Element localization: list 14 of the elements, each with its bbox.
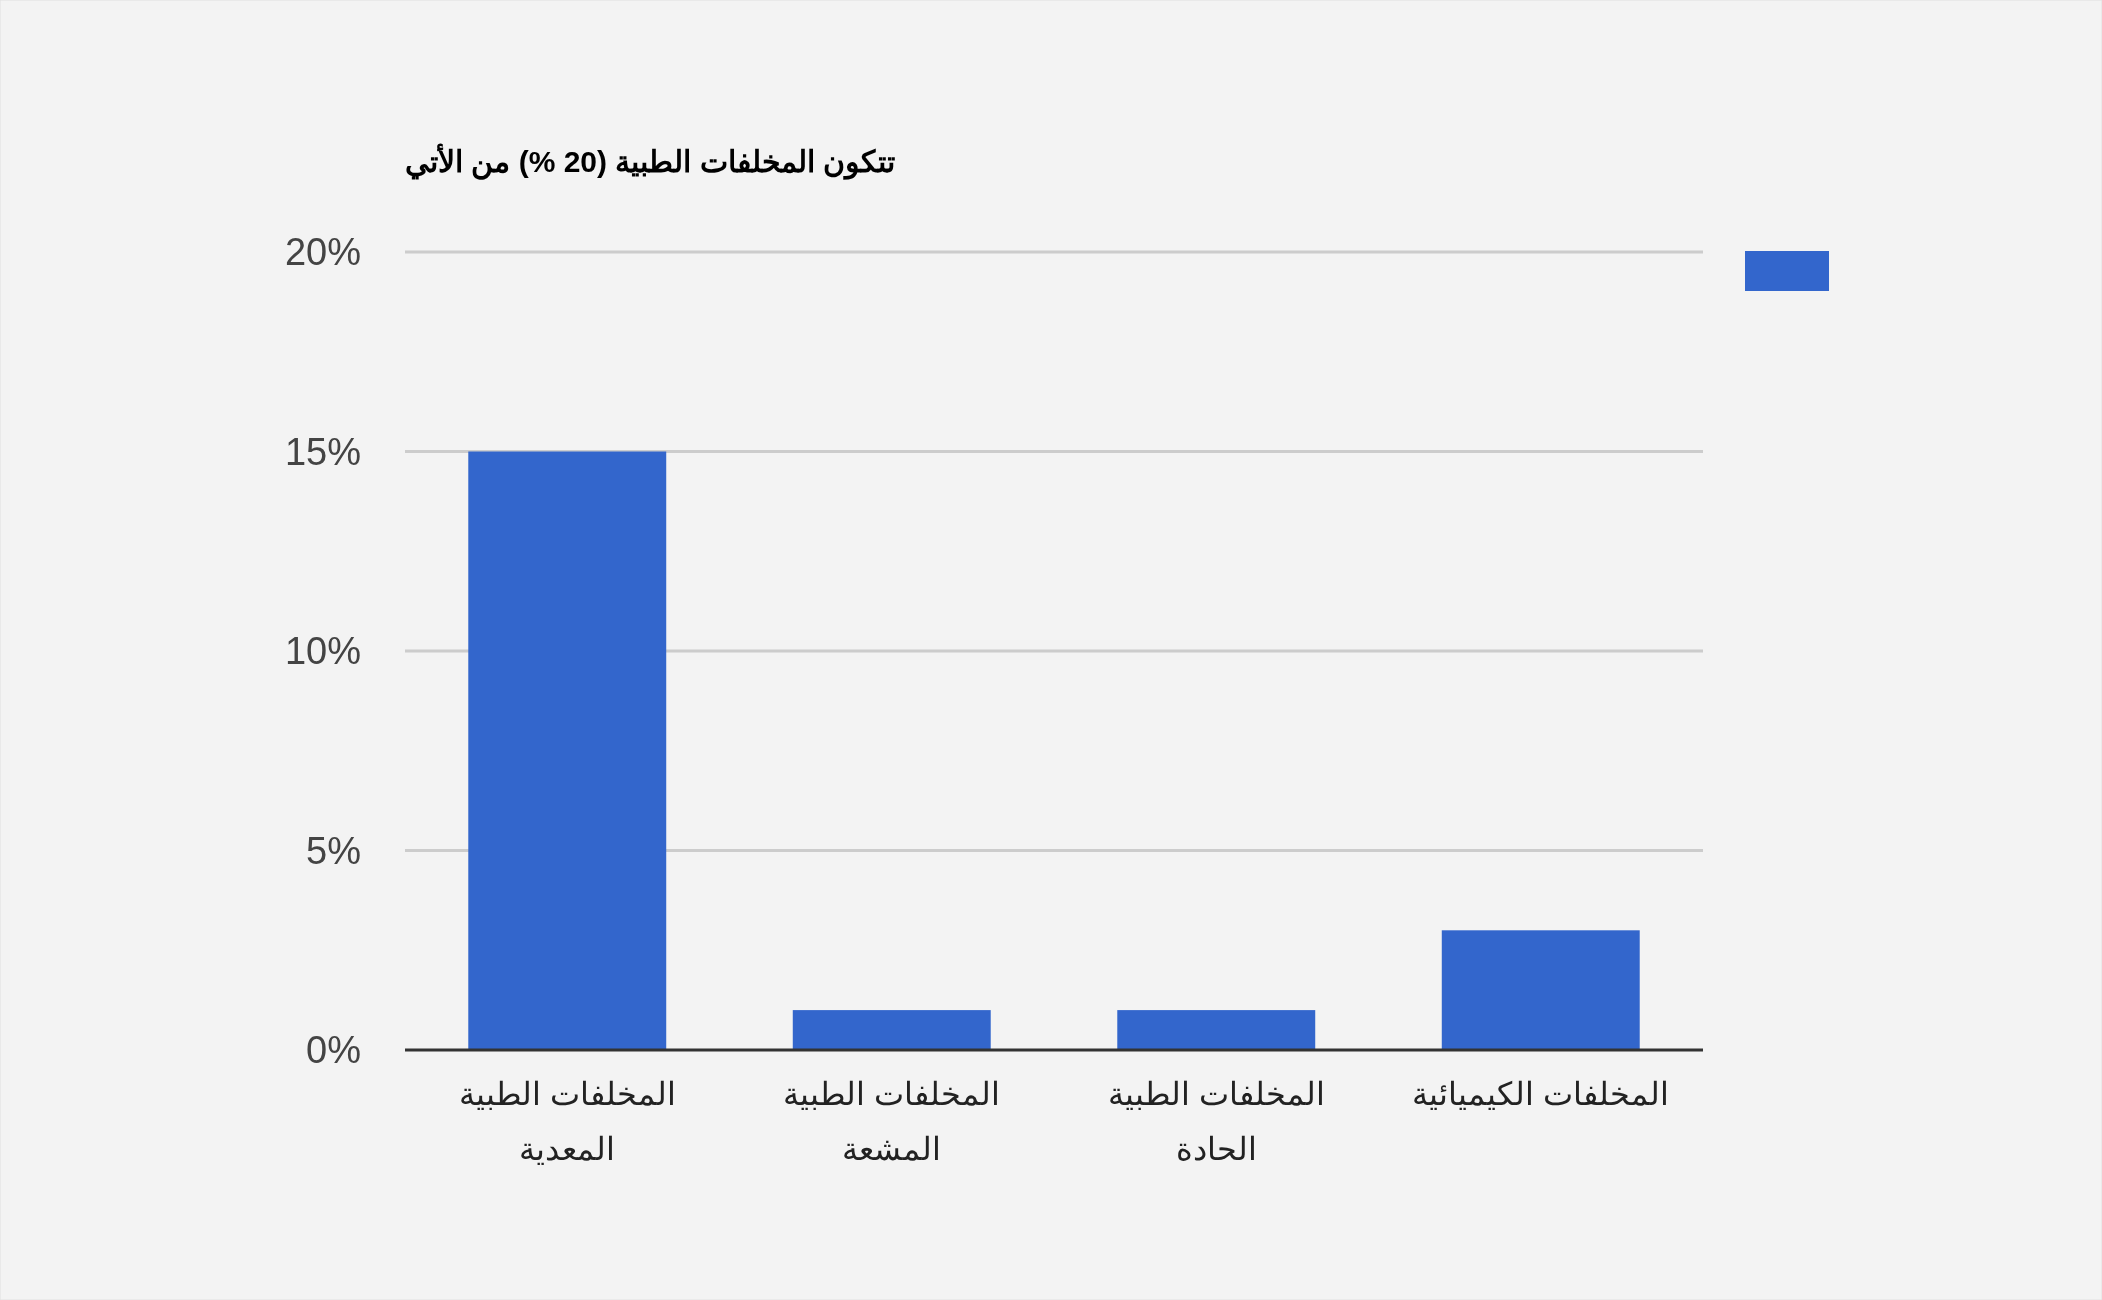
bar	[792, 1010, 991, 1050]
y-tick-label: 5%	[306, 829, 361, 872]
x-tick-label: المخلفات الطبية المشعة	[783, 1076, 1001, 1167]
y-tick-label: 15%	[284, 430, 361, 473]
x-tick-label: المخلفات الطبية الحادة	[1107, 1076, 1325, 1167]
chart-title: تتكون المخلفات الطبية (20 %) من الأتي	[405, 143, 896, 180]
bar	[1441, 930, 1640, 1050]
y-tick-label: 0%	[306, 1029, 361, 1071]
x-tick-label: المخلفات الطبية المعدية	[458, 1076, 676, 1167]
y-tick-label: 20%	[284, 231, 361, 273]
y-tick-label: 10%	[284, 630, 361, 672]
x-tick-label: المخلفات الكيميائية	[1412, 1076, 1670, 1112]
bar	[468, 451, 667, 1050]
bar	[1117, 1010, 1316, 1050]
